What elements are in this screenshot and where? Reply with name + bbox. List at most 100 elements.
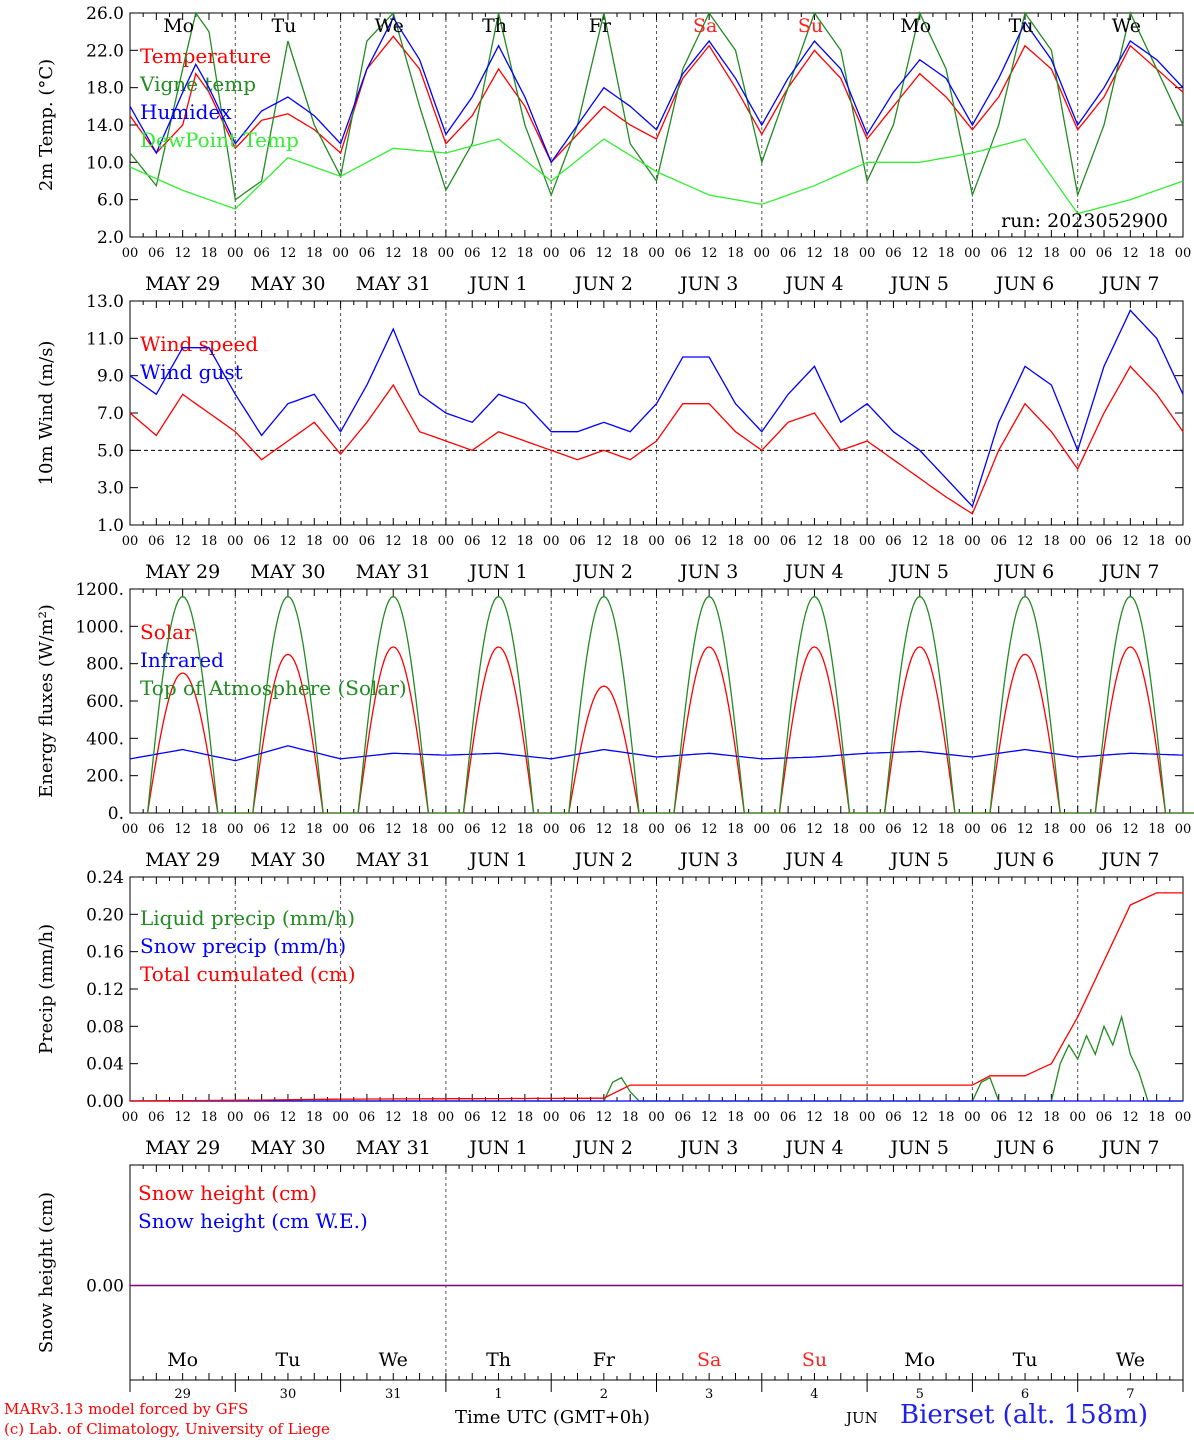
y-tick-label: 0.20: [86, 905, 124, 925]
hour-tick-label: 06: [675, 534, 692, 549]
y-tick-label: 1000.: [75, 617, 124, 637]
day-label: MAY 29: [145, 273, 220, 295]
day-label: MAY 29: [145, 849, 220, 871]
y-axis-label: Precip (mm/h): [36, 924, 57, 1054]
hour-tick-label: 18: [201, 534, 218, 549]
legend-entry: Vigne temp: [139, 72, 256, 96]
hour-tick-label: 00: [332, 534, 349, 549]
hour-tick-label: 12: [280, 246, 297, 261]
hour-tick-label: 12: [490, 822, 507, 837]
hour-tick-label: 18: [727, 822, 744, 837]
hour-tick-label: 00: [859, 822, 876, 837]
day-label: JUN 6: [994, 1137, 1054, 1159]
hour-tick-label: 06: [780, 1110, 797, 1125]
hour-tick-label: 12: [911, 534, 928, 549]
hour-tick-label: 18: [1148, 822, 1165, 837]
y-tick-label: 400.: [86, 729, 124, 749]
hour-tick-label: 06: [1096, 246, 1113, 261]
day-label: JUN 3: [678, 849, 738, 871]
weekday-label-top: Su: [798, 15, 823, 37]
y-tick-label: 22.0: [86, 41, 124, 61]
hour-tick-label: 06: [569, 246, 586, 261]
bottom-day-number: 5: [916, 1387, 924, 1402]
bottom-month-label: JUN: [846, 1409, 878, 1427]
y-tick-label: 0.04: [86, 1055, 124, 1075]
hour-tick-label: 00: [754, 246, 771, 261]
y-tick-label: 0.: [108, 804, 124, 824]
day-label: JUN 6: [994, 561, 1054, 583]
day-label: JUN 4: [783, 849, 843, 871]
hour-tick-label: 00: [227, 822, 244, 837]
hour-tick-label: 18: [517, 1110, 534, 1125]
hour-tick-label: 18: [201, 822, 218, 837]
hour-tick-label: 12: [911, 246, 928, 261]
hour-tick-label: 06: [359, 534, 376, 549]
hour-tick-label: 18: [833, 534, 850, 549]
hour-tick-label: 00: [1069, 1110, 1086, 1125]
hour-tick-label: 06: [780, 246, 797, 261]
hour-tick-label: 12: [174, 534, 191, 549]
hour-tick-label: 00: [1175, 822, 1192, 837]
hour-tick-label: 06: [675, 822, 692, 837]
bottom-day-number: 7: [1126, 1387, 1134, 1402]
hour-tick-label: 00: [227, 1110, 244, 1125]
hour-tick-label: 00: [648, 1110, 665, 1125]
hour-tick-label: 18: [1043, 246, 1060, 261]
hour-tick-label: 00: [227, 246, 244, 261]
series-line-temperature-1: [129, 11, 1184, 201]
hour-tick-label: 00: [859, 246, 876, 261]
legend-entry: DewPoint Temp: [140, 128, 299, 152]
y-axis-label: 10m Wind (m/s): [36, 341, 57, 486]
hour-tick-label: 12: [596, 246, 613, 261]
hour-tick-label: 18: [622, 1110, 639, 1125]
hour-tick-label: 18: [727, 1110, 744, 1125]
hour-tick-label: 18: [201, 1110, 218, 1125]
series-line-temperature-3: [129, 138, 1184, 215]
hour-tick-label: 00: [122, 822, 139, 837]
hour-tick-label: 12: [806, 534, 823, 549]
weekday-label-top: We: [375, 15, 404, 37]
hour-tick-label: 18: [1148, 534, 1165, 549]
day-label: MAY 31: [356, 273, 431, 295]
day-label: JUN 1: [467, 849, 527, 871]
hour-tick-label: 18: [938, 246, 955, 261]
day-label: JUN 5: [889, 561, 949, 583]
day-label: JUN 2: [573, 273, 633, 295]
y-tick-label: 0.08: [86, 1017, 124, 1037]
hour-tick-label: 00: [964, 1110, 981, 1125]
hour-tick-label: 06: [569, 822, 586, 837]
hour-tick-label: 00: [1175, 1110, 1192, 1125]
hour-tick-label: 18: [201, 246, 218, 261]
day-label: MAY 30: [250, 849, 325, 871]
day-label: MAY 31: [356, 849, 431, 871]
day-label: JUN 6: [994, 849, 1054, 871]
weekday-label-top: Fr: [589, 15, 612, 37]
hour-tick-label: 12: [174, 246, 191, 261]
hour-tick-label: 18: [833, 246, 850, 261]
hour-tick-label: 00: [754, 534, 771, 549]
hour-tick-label: 00: [438, 246, 455, 261]
day-label: JUN 3: [678, 273, 738, 295]
weekday-label-bottom: Su: [802, 1349, 827, 1371]
weekday-label-bottom: Sa: [697, 1349, 721, 1371]
hour-tick-label: 00: [1175, 246, 1192, 261]
y-tick-label: 10.0: [86, 153, 124, 173]
series-line-energy-0: [146, 646, 1194, 814]
hour-tick-label: 00: [438, 822, 455, 837]
hour-tick-label: 06: [464, 246, 481, 261]
weekday-label-top: Tu: [1009, 15, 1034, 37]
hour-tick-label: 18: [938, 534, 955, 549]
station-label: Bierset (alt. 158m): [900, 1400, 1149, 1430]
hour-tick-label: 06: [990, 246, 1007, 261]
hour-tick-label: 00: [332, 822, 349, 837]
hour-tick-label: 00: [332, 246, 349, 261]
hour-tick-label: 00: [122, 534, 139, 549]
hour-tick-label: 18: [833, 822, 850, 837]
hour-tick-label: 18: [622, 822, 639, 837]
hour-tick-label: 00: [859, 1110, 876, 1125]
hour-tick-label: 18: [622, 246, 639, 261]
series-line-wind-1: [129, 309, 1184, 508]
hour-tick-label: 06: [359, 1110, 376, 1125]
day-label: JUN 3: [678, 1137, 738, 1159]
